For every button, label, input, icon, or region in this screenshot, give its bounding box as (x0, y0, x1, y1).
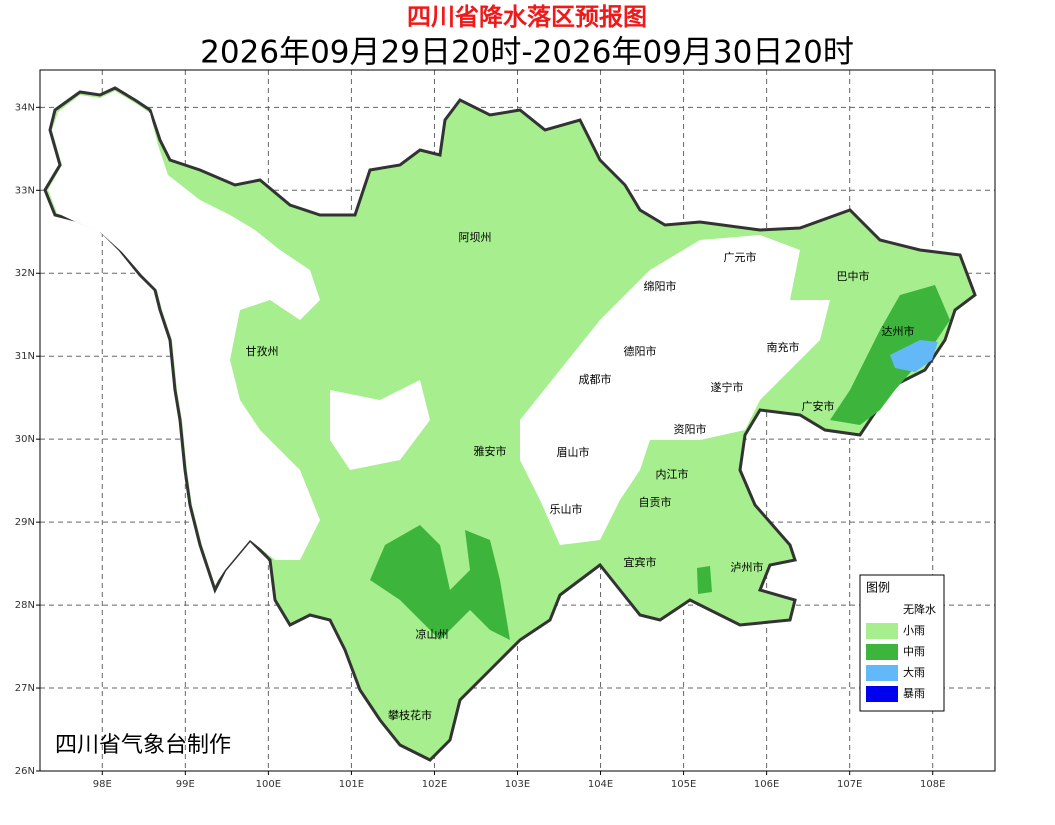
legend-label: 大雨 (903, 665, 925, 679)
y-tick-label: 29N (15, 517, 35, 528)
legend-box (859, 574, 945, 712)
province (43, 86, 977, 762)
credit: 四川省气象台制作 (55, 733, 231, 758)
city-label: 凉山州 (416, 627, 449, 641)
city-label: 雅安市 (474, 444, 507, 458)
no-rain-area (48, 91, 320, 585)
city-label: 宜宾市 (624, 555, 657, 569)
y-tick-label: 31N (15, 351, 35, 362)
city-label: 资阳市 (674, 422, 707, 436)
city-label: 攀枝花市 (388, 708, 432, 722)
y-tick-label: 33N (15, 185, 35, 196)
legend-label: 小雨 (903, 624, 925, 637)
subtitle: 2026年09月29日20时-2026年09月30日20时 (200, 35, 854, 71)
y-tick-label: 30N (15, 434, 35, 445)
legend-swatch (866, 686, 898, 702)
y-tick-label: 34N (15, 102, 35, 113)
no-rain-area (520, 235, 830, 545)
x-tick-label: 103E (505, 779, 530, 790)
city-label: 自贡市 (639, 495, 672, 509)
legend-label: 无降水 (903, 602, 936, 616)
city-label: 巴中市 (837, 269, 870, 283)
x-tick-label: 105E (671, 779, 696, 790)
city-label: 乐山市 (550, 502, 583, 516)
y-tick-label: 32N (15, 268, 35, 279)
x-tick-label: 104E (588, 779, 613, 790)
city-label: 德阳市 (624, 344, 657, 358)
legend-swatch (866, 602, 898, 618)
city-label: 成都市 (579, 372, 612, 386)
x-tick-label: 108E (920, 779, 945, 790)
y-tick-label: 28N (15, 600, 35, 611)
y-tick-label: 26N (15, 766, 35, 777)
city-label: 阿坝州 (459, 230, 492, 244)
legend-swatch (866, 644, 898, 660)
x-tick-label: 100E (256, 779, 281, 790)
city-label: 甘孜州 (246, 344, 279, 358)
heavy-rain-area (890, 340, 938, 372)
legend-label: 中雨 (903, 645, 925, 658)
no-rain-area (330, 380, 430, 470)
x-tick-label: 99E (176, 779, 195, 790)
city-label: 达州市 (882, 324, 915, 338)
city-label: 内江市 (656, 467, 689, 481)
moderate-rain-area (370, 525, 510, 640)
moderate-rain-area (697, 566, 712, 594)
city-label: 绵阳市 (644, 279, 677, 293)
city-label: 泸州市 (731, 560, 764, 574)
x-tick-label: 107E (837, 779, 862, 790)
legend-swatch (866, 623, 898, 639)
city-label: 广元市 (724, 250, 757, 264)
legend-swatch (866, 665, 898, 681)
city-label: 广安市 (802, 399, 835, 413)
x-tick-label: 102E (422, 779, 447, 790)
title: 四川省降水落区预报图 (407, 3, 647, 31)
legend-title: 图例 (866, 581, 890, 595)
x-tick-label: 101E (339, 779, 364, 790)
x-tick-label: 98E (93, 779, 112, 790)
city-label: 眉山市 (557, 445, 590, 459)
x-tick-label: 106E (754, 779, 779, 790)
city-label: 遂宁市 (711, 380, 744, 394)
legend-label: 暴雨 (903, 687, 925, 700)
city-label: 南充市 (767, 340, 800, 354)
y-tick-label: 27N (15, 683, 35, 694)
